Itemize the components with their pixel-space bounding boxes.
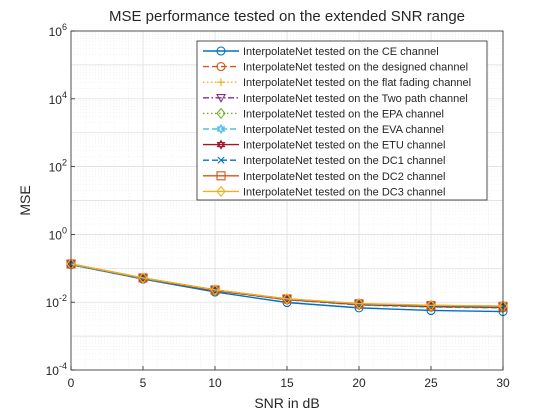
data-point (216, 171, 226, 181)
x-tick-label: 20 (352, 376, 366, 390)
legend-entry: InterpolateNet tested on the EPA channel (203, 107, 444, 120)
y-tick-label: 104 (49, 90, 67, 107)
data-point (216, 142, 226, 150)
legend-entry: InterpolateNet tested on the designed ch… (203, 62, 468, 74)
axis-ticks: 0 5 10 15 20 25 30 10-4 10-2 100 102 104 106 (46, 22, 510, 390)
legend-entry: InterpolateNet tested on the DC3 channel (203, 185, 445, 198)
data-point (282, 293, 292, 305)
legend-label: InterpolateNet tested on the DC1 channel (243, 155, 445, 167)
x-tick-label: 5 (140, 376, 147, 390)
legend-entry: InterpolateNet tested on the EVA channel (203, 123, 444, 136)
legend-label: InterpolateNet tested on the Two path ch… (243, 93, 468, 105)
legend-entry: InterpolateNet tested on the flat fading… (203, 77, 471, 89)
data-point (216, 126, 226, 135)
data-point (426, 299, 436, 311)
x-tick-label: 0 (68, 376, 75, 390)
legend-label: InterpolateNet tested on the designed ch… (243, 62, 468, 74)
y-tick-label: 10-2 (46, 293, 67, 310)
x-tick-label: 10 (208, 376, 222, 390)
data-point (216, 46, 226, 56)
chart-title: MSE performance tested on the extended S… (109, 8, 465, 25)
y-tick-label: 10-4 (46, 361, 67, 378)
legend-entry: InterpolateNet tested on the ETU channel (203, 139, 445, 152)
data-point (210, 284, 220, 296)
legend-label: InterpolateNet tested on the CE channel (243, 46, 439, 58)
legend-label: InterpolateNet tested on the EVA channel (243, 124, 444, 136)
legend-label: InterpolateNet tested on the flat fading… (243, 77, 471, 89)
legend-entry: InterpolateNet tested on the CE channel (203, 46, 439, 58)
data-point (217, 78, 225, 87)
series-line (70, 263, 504, 307)
legend-box (196, 40, 488, 201)
x-tick-label: 15 (280, 376, 294, 390)
data-point (216, 62, 226, 72)
y-tick-label: 106 (49, 22, 67, 39)
y-tick-label: 102 (49, 158, 67, 175)
legend-label: InterpolateNet tested on the DC2 channel (243, 171, 445, 183)
data-point (217, 156, 225, 164)
data-point (216, 107, 226, 120)
data-point (216, 185, 226, 198)
y-axis-label: MSE (17, 185, 33, 215)
x-tick-label: 30 (496, 376, 510, 390)
data-point (216, 123, 226, 132)
legend-entry: InterpolateNet tested on the DC1 channel (203, 155, 445, 167)
legend-label: InterpolateNet tested on the DC3 channel (243, 186, 445, 198)
x-tick-label: 25 (424, 376, 438, 390)
legend-label: InterpolateNet tested on the EPA channel (243, 108, 444, 120)
x-axis-label: SNR in dB (254, 395, 319, 411)
data-point (216, 139, 226, 148)
data-point (138, 272, 148, 284)
legend-label: InterpolateNet tested on the ETU channel (243, 140, 445, 152)
legend: InterpolateNet tested on the CE channel I… (196, 40, 488, 201)
data-point (354, 297, 364, 310)
y-tick-label: 100 (49, 225, 67, 242)
plot-series (66, 258, 508, 317)
legend-entry: InterpolateNet tested on the Two path ch… (203, 93, 468, 105)
legend-entry: InterpolateNet tested on the DC2 channel (203, 171, 445, 183)
series-10 (66, 258, 508, 312)
data-point (216, 94, 226, 103)
